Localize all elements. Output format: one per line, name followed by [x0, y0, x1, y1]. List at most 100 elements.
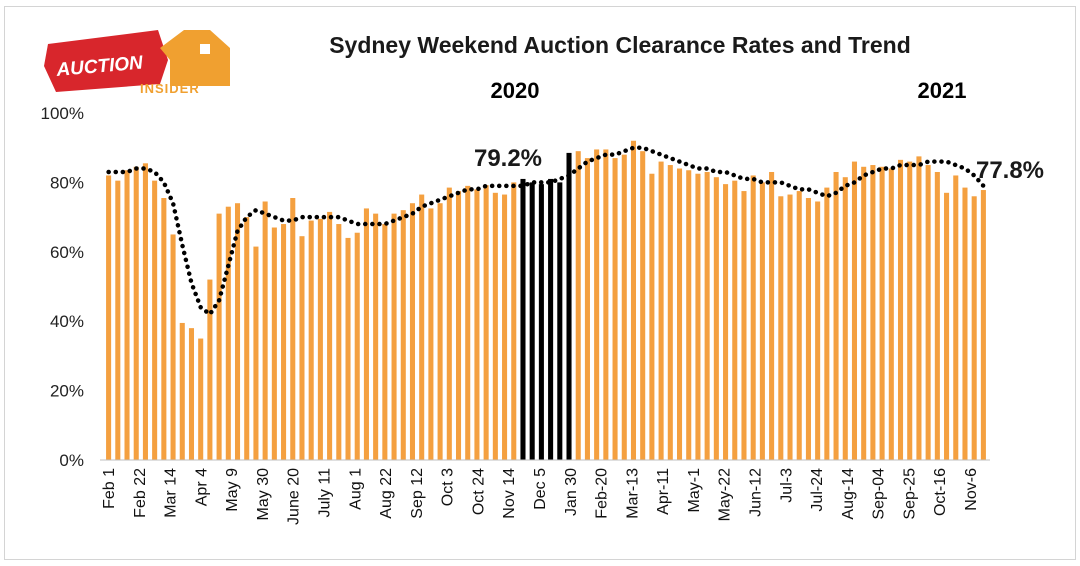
x-tick-label: Apr-11	[655, 468, 672, 515]
bar	[152, 180, 158, 460]
bar	[115, 180, 121, 460]
bar	[511, 182, 517, 460]
bar	[603, 149, 609, 460]
x-tick-label: Sep-25	[901, 468, 918, 520]
bar	[769, 171, 775, 461]
bar	[455, 191, 462, 460]
bar	[907, 161, 913, 460]
bar	[842, 177, 848, 460]
bar	[271, 227, 277, 460]
bar	[649, 173, 655, 461]
bar	[133, 166, 139, 461]
bar	[465, 185, 471, 460]
bar	[971, 196, 977, 460]
bar	[612, 158, 618, 461]
bar	[676, 168, 683, 460]
x-tick-label: Mar 14	[163, 468, 180, 518]
bar	[142, 163, 148, 460]
bar	[833, 171, 839, 461]
bar	[308, 220, 314, 460]
bar	[658, 161, 664, 460]
bar	[916, 156, 922, 461]
logo-subtext: INSIDER	[140, 81, 200, 96]
bar	[630, 140, 637, 460]
bar	[695, 173, 701, 461]
bar	[815, 201, 821, 461]
bar	[419, 194, 425, 461]
x-tick-label: Apr 4	[193, 468, 210, 506]
bar	[934, 171, 940, 461]
bar	[188, 328, 195, 460]
x-tick-label: May 9	[224, 468, 241, 512]
bar	[944, 192, 950, 460]
house-icon	[160, 30, 230, 86]
x-tick-label: Sep-04	[871, 468, 888, 520]
bar	[400, 210, 406, 460]
chart-title: Sydney Weekend Auction Clearance Rates a…	[329, 32, 911, 58]
bar	[198, 338, 204, 460]
x-tick-label: June 20	[286, 468, 303, 525]
bar	[363, 208, 369, 460]
bar	[787, 194, 793, 461]
bar	[225, 206, 231, 460]
bar-highlighted	[520, 178, 526, 460]
x-tick-label: Feb 22	[132, 468, 149, 518]
y-tick-label: 60%	[50, 243, 84, 262]
bar	[953, 175, 959, 460]
bar	[502, 194, 508, 461]
bar	[778, 196, 784, 460]
bar	[474, 189, 480, 460]
house-window-icon	[200, 44, 210, 54]
x-tick-label: July 11	[317, 468, 334, 518]
x-tick-label: Jun-12	[748, 468, 765, 517]
bar-highlighted	[529, 182, 535, 460]
x-tick-label: Dec 5	[532, 468, 549, 510]
bar	[870, 165, 876, 461]
bar	[925, 165, 931, 461]
bar	[437, 203, 443, 460]
bar	[723, 184, 729, 460]
bar	[124, 170, 130, 460]
x-tick-label: May-22	[717, 468, 734, 521]
bar	[161, 198, 167, 460]
bar	[962, 187, 968, 460]
y-axis: 0% 20% 40% 60% 80% 100%	[41, 104, 84, 470]
bar	[373, 213, 379, 460]
bar	[354, 232, 360, 460]
bar	[492, 192, 498, 460]
bar	[244, 217, 250, 460]
bar-highlighted	[566, 152, 572, 460]
bar	[704, 171, 710, 461]
x-tick-label: Nov-6	[963, 468, 980, 511]
bar	[897, 159, 904, 460]
annotation-2020-peak: 79.2%	[474, 145, 542, 172]
y-tick-label: 20%	[50, 382, 84, 401]
x-tick-label: Aug 22	[378, 468, 395, 519]
trend-series	[106, 145, 986, 318]
bar	[796, 191, 802, 460]
bar	[861, 166, 867, 461]
bar	[207, 279, 213, 460]
x-tick-label: Jan 30	[563, 468, 580, 516]
bar	[713, 177, 719, 460]
x-tick-label: Oct 3	[440, 468, 457, 506]
bar	[317, 218, 323, 460]
bar	[327, 211, 333, 460]
bar	[253, 246, 259, 460]
annotation-latest: 77.8%	[976, 157, 1044, 184]
bar	[621, 154, 627, 460]
bar	[686, 170, 692, 460]
bar	[262, 201, 268, 461]
x-tick-label: Oct-16	[932, 468, 949, 516]
bar	[879, 166, 885, 461]
x-tick-label: Jul-24	[809, 468, 826, 512]
x-tick-label: Feb 1	[101, 468, 118, 509]
bar	[759, 182, 765, 460]
x-tick-label: Jul-3	[778, 468, 795, 503]
x-tick-label: Oct 24	[470, 468, 487, 515]
y-tick-label: 80%	[50, 173, 84, 192]
bar	[741, 191, 747, 460]
x-tick-label: Mar-13	[624, 468, 641, 519]
bar	[345, 237, 351, 460]
